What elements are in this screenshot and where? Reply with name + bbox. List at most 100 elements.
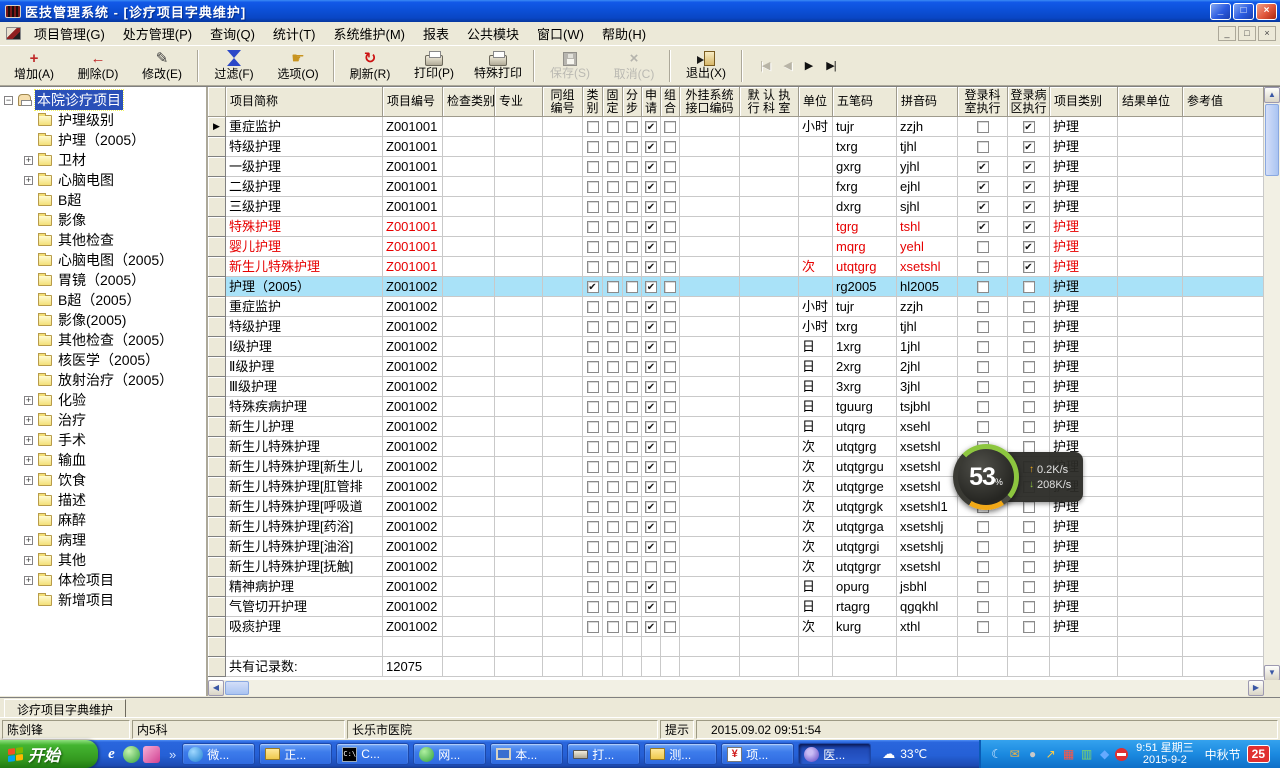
menu-item[interactable]: 查询(Q) <box>210 27 255 42</box>
cell-cb-combo[interactable] <box>661 257 680 277</box>
cell-ref-value[interactable] <box>1183 617 1264 637</box>
cell-pinyin-code[interactable]: sjhl <box>897 197 958 217</box>
cell-group-no[interactable] <box>543 177 583 197</box>
checkbox-checked[interactable]: ✔ <box>645 280 657 293</box>
cell-cb-login-ward-exec[interactable] <box>1008 357 1050 377</box>
checkbox-unchecked[interactable] <box>606 520 619 533</box>
cell-ext-code[interactable] <box>680 497 740 517</box>
checkbox-unchecked[interactable] <box>976 400 989 413</box>
cell-result-unit[interactable] <box>1118 217 1183 237</box>
cell-cb-combo[interactable] <box>661 537 680 557</box>
cell-item-class[interactable]: 护理 <box>1050 297 1118 317</box>
checkbox-checked[interactable]: ✔ <box>645 160 657 173</box>
cell-result-unit[interactable] <box>1118 257 1183 277</box>
cell-default-dept[interactable] <box>740 377 799 397</box>
cell-cb-category[interactable] <box>583 157 603 177</box>
checkbox-unchecked[interactable] <box>976 340 989 353</box>
cell-unit[interactable]: 小时 <box>799 317 833 337</box>
column-header-major[interactable]: 专业 <box>495 87 543 117</box>
cell-item-class[interactable]: 护理 <box>1050 397 1118 417</box>
cell-group-no[interactable] <box>543 517 583 537</box>
cell-ref-value[interactable] <box>1183 197 1264 217</box>
cell-cb-login-ward-exec[interactable] <box>1008 337 1050 357</box>
cell-group-no[interactable] <box>543 237 583 257</box>
expand-plus-icon[interactable]: + <box>24 454 33 465</box>
expand-plus-icon[interactable]: + <box>24 534 33 545</box>
checkbox-unchecked[interactable] <box>664 500 676 513</box>
table-row[interactable]: 新生儿特殊护理 Z001002 ✔ 次 utqtgrg xsetshl 护理 <box>208 437 1280 457</box>
update-dot-icon[interactable]: ● <box>1029 746 1037 761</box>
cell-result-unit[interactable] <box>1118 577 1183 597</box>
cell-check-type[interactable] <box>443 477 495 497</box>
cell-cb-fixed[interactable] <box>603 497 623 517</box>
vertical-scroll-track[interactable] <box>1264 177 1280 665</box>
column-header-ref-value[interactable]: 参考值 <box>1183 87 1264 117</box>
table-row[interactable]: 精神病护理 Z001002 ✔ 日 opurg jsbhl 护理 <box>208 577 1280 597</box>
cell-cb-login-dept-exec[interactable] <box>958 357 1008 377</box>
cell-default-dept[interactable] <box>740 417 799 437</box>
checkbox-unchecked[interactable] <box>626 220 638 233</box>
checkbox-checked[interactable]: ✔ <box>645 500 657 513</box>
cell-group-no[interactable] <box>543 417 583 437</box>
checkbox-checked[interactable]: ✔ <box>645 200 657 213</box>
cell-default-dept[interactable] <box>740 297 799 317</box>
cell-result-unit[interactable] <box>1118 157 1183 177</box>
checkbox-unchecked[interactable] <box>626 520 638 533</box>
cell-cb-fixed[interactable] <box>603 357 623 377</box>
column-header-cb-login-dept-exec[interactable]: 登录科 室执行 <box>958 87 1008 117</box>
cell-unit[interactable]: 日 <box>799 417 833 437</box>
cell-ref-value[interactable] <box>1183 437 1264 457</box>
cell-cb-category[interactable] <box>583 197 603 217</box>
cell-check-type[interactable] <box>443 437 495 457</box>
cell-default-dept[interactable] <box>740 277 799 297</box>
table-row[interactable]: 新生儿特殊护理[呼吸道 Z001002 ✔ 次 utqtgrgk xsetshl1 护理 <box>208 497 1280 517</box>
cell-cb-category[interactable] <box>583 317 603 337</box>
cell-unit[interactable] <box>799 217 833 237</box>
cell-code[interactable]: Z001002 <box>383 377 443 397</box>
taskbar-task-button[interactable]: C:\ C... <box>336 743 410 765</box>
cell-check-type[interactable] <box>443 377 495 397</box>
checkbox-unchecked[interactable] <box>626 140 638 153</box>
cell-name[interactable]: 特级护理 <box>226 137 383 157</box>
cell-cb-login-dept-exec[interactable] <box>958 377 1008 397</box>
checkbox-unchecked[interactable] <box>664 620 676 633</box>
cell-wubi-code[interactable]: utqtgrgi <box>833 537 897 557</box>
cell-cb-apply[interactable]: ✔ <box>642 517 661 537</box>
cell-default-dept[interactable] <box>740 617 799 637</box>
tree-item[interactable]: 心脑电图（2005） <box>0 250 206 270</box>
cell-unit[interactable] <box>799 157 833 177</box>
special-print-button[interactable]: 特殊打印 <box>466 47 530 85</box>
cell-cb-fixed[interactable] <box>603 397 623 417</box>
table-row[interactable]: 气管切开护理 Z001002 ✔ 日 rtagrg qgqkhl 护理 <box>208 597 1280 617</box>
cell-cb-login-dept-exec[interactable] <box>958 337 1008 357</box>
cell-name[interactable]: 特殊疾病护理 <box>226 397 383 417</box>
cell-check-type[interactable] <box>443 217 495 237</box>
cell-cb-fixed[interactable] <box>603 437 623 457</box>
checkbox-checked[interactable]: ✔ <box>645 580 657 593</box>
tree-item[interactable]: + 体检项目 <box>0 570 206 590</box>
collapse-minus-icon[interactable]: − <box>4 94 13 105</box>
vertical-scrollbar[interactable]: ▲ ▼ <box>1264 87 1280 681</box>
checkbox-unchecked[interactable] <box>664 180 676 193</box>
cell-ext-code[interactable] <box>680 517 740 537</box>
cell-wubi-code[interactable]: utqrg <box>833 417 897 437</box>
checkbox-unchecked[interactable] <box>606 460 619 473</box>
cell-result-unit[interactable] <box>1118 557 1183 577</box>
cell-cb-login-ward-exec[interactable] <box>1008 577 1050 597</box>
checkbox-checked[interactable]: ✔ <box>1022 220 1035 233</box>
green-orb-icon[interactable] <box>123 745 140 763</box>
row-selector[interactable] <box>208 457 226 477</box>
checkbox-unchecked[interactable] <box>606 600 619 613</box>
cell-pinyin-code[interactable]: tshl <box>897 217 958 237</box>
cell-pinyin-code[interactable]: xsetshl <box>897 557 958 577</box>
cell-default-dept[interactable] <box>740 237 799 257</box>
cell-cb-combo[interactable] <box>661 137 680 157</box>
cell-wubi-code[interactable]: utqtgrga <box>833 517 897 537</box>
cell-ext-code[interactable] <box>680 137 740 157</box>
checkbox-unchecked[interactable] <box>586 440 599 453</box>
cell-name[interactable]: 吸痰护理 <box>226 617 383 637</box>
checkbox-unchecked[interactable] <box>626 280 638 293</box>
cell-ref-value[interactable] <box>1183 457 1264 477</box>
cell-cb-fixed[interactable] <box>603 297 623 317</box>
cell-wubi-code[interactable]: gxrg <box>833 157 897 177</box>
